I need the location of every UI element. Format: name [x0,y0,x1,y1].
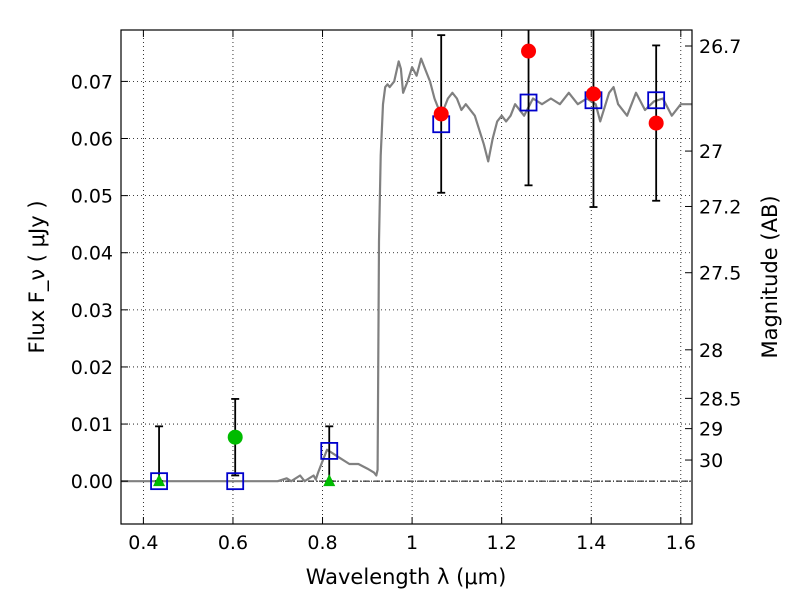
magnitude-tick-label: 27.5 [699,263,741,285]
plot-frame [120,29,693,525]
y-tick-label: 0.07 [71,71,113,93]
model-flux-square [647,91,666,110]
y-tick-labels: 0.00 0.01 0.02 0.03 0.04 0.05 0.06 0.07 [71,71,113,493]
magnitude-tick-label: 30 [699,450,723,472]
x-tick-labels: 0.4 0.6 0.8 1 1.2 1.4 1.6 [128,532,696,554]
x-tick-label: 1.4 [576,532,606,554]
y-axis-title: Flux F_ν ( μJy ) [25,200,50,353]
magnitude-tick-label: 29 [699,419,723,441]
magnitude-tick-label: 27 [699,141,723,163]
model-flux-square [226,472,245,491]
upper-limit-marker [153,474,166,487]
x-axis-title: Wavelength λ (μm) [306,565,507,589]
flux-detection-marker [521,43,537,59]
flux-detection-marker [648,115,664,131]
flux-detection-marker [227,429,243,445]
x-tick-label: 0.8 [307,532,337,554]
magnitude-tick-label: 28 [699,340,723,362]
axis-ticks [121,30,692,524]
y-tick-label: 0.02 [71,357,113,379]
x-tick-label: 0.4 [128,532,158,554]
observed-photometry [153,43,664,487]
magnitude-tick-label: 28.5 [699,388,741,410]
y-tick-label: 0.00 [71,471,113,493]
flux-detection-marker [585,86,601,102]
y-tick-label: 0.06 [71,129,113,151]
model-flux-square [320,441,339,460]
magnitude-tick-label: 27.2 [699,196,741,218]
y-tick-label: 0.01 [71,414,113,436]
y-tick-label: 0.05 [71,186,113,208]
x-tick-label: 1 [406,532,418,554]
x-tick-label: 1.6 [666,532,696,554]
model-flux-square [150,472,168,491]
model-flux-square [519,93,538,112]
magnitude-tick-label: 26.7 [699,36,741,58]
flux-detection-marker [433,106,449,122]
magnitude-tick-labels: 26.7 27 27.2 27.5 28 28.5 29 30 [699,36,741,472]
right-axis-title: Magnitude (AB) [758,195,782,358]
y-tick-label: 0.04 [71,243,113,265]
x-tick-label: 1.2 [487,532,517,554]
x-tick-label: 0.6 [218,532,248,554]
y-tick-label: 0.03 [71,300,113,322]
plot-area [121,30,692,491]
upper-limit-marker [323,474,336,487]
